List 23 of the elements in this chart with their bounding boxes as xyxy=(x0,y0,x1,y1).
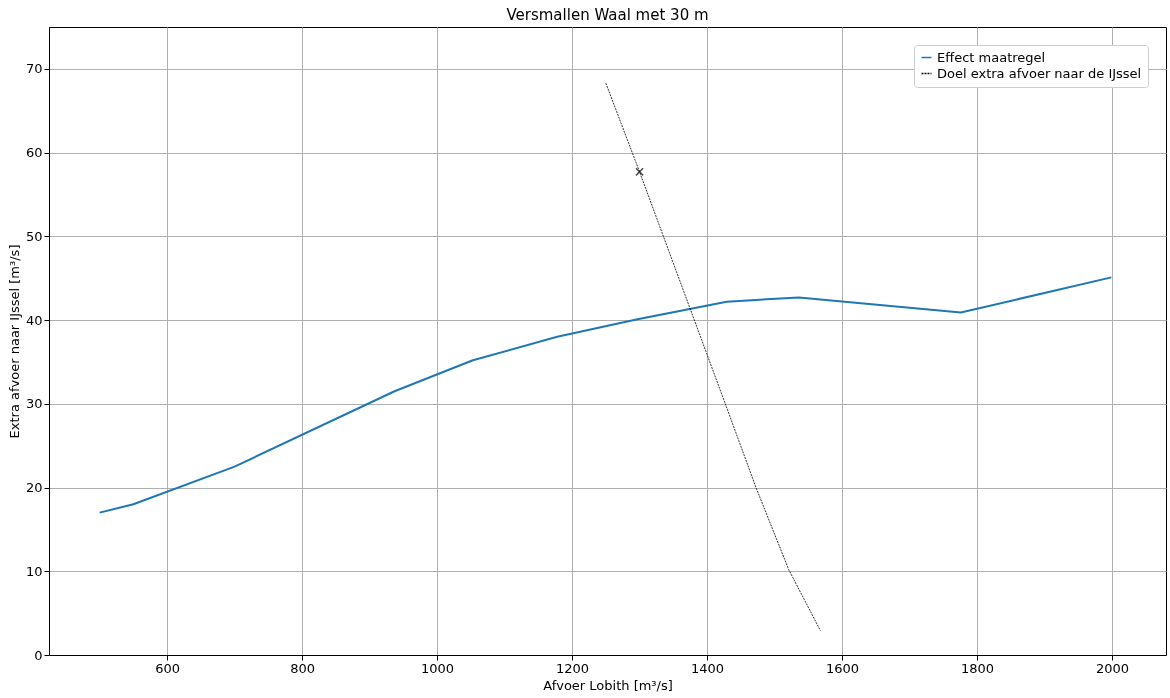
y-tick-label: 20 xyxy=(25,480,43,496)
x-tick-label: 1000 xyxy=(421,660,455,676)
x-tick-label: 2000 xyxy=(1095,660,1130,676)
x-tick-label: 800 xyxy=(290,660,316,676)
x-axis-title: Afvoer Lobith [m³/s] xyxy=(543,677,673,693)
x-tick-label: 1400 xyxy=(691,660,725,676)
x-tick-label: 600 xyxy=(155,660,181,676)
chart-title: Versmallen Waal met 30 m xyxy=(506,6,709,24)
y-tick-label: 60 xyxy=(25,145,43,161)
x-tick-label: 1800 xyxy=(960,660,995,676)
line-series xyxy=(98,276,1113,514)
line-series xyxy=(605,82,821,632)
x-tick-label: 1600 xyxy=(825,660,860,676)
y-tick-label: 0 xyxy=(34,647,43,663)
y-tick-label: 40 xyxy=(25,312,43,328)
x-tick-label: 1200 xyxy=(556,660,590,676)
y-tick-label: 70 xyxy=(25,61,43,77)
legend-label: Doel extra afvoer naar de IJssel xyxy=(937,65,1142,81)
legend-label: Effect maatregel xyxy=(937,49,1046,65)
y-tick-label: 10 xyxy=(25,563,43,579)
y-tick-label: 30 xyxy=(25,396,43,412)
y-tick-label: 50 xyxy=(25,228,43,244)
y-axis-title: Extra afvoer naar IJssel [m³/s] xyxy=(6,244,22,439)
